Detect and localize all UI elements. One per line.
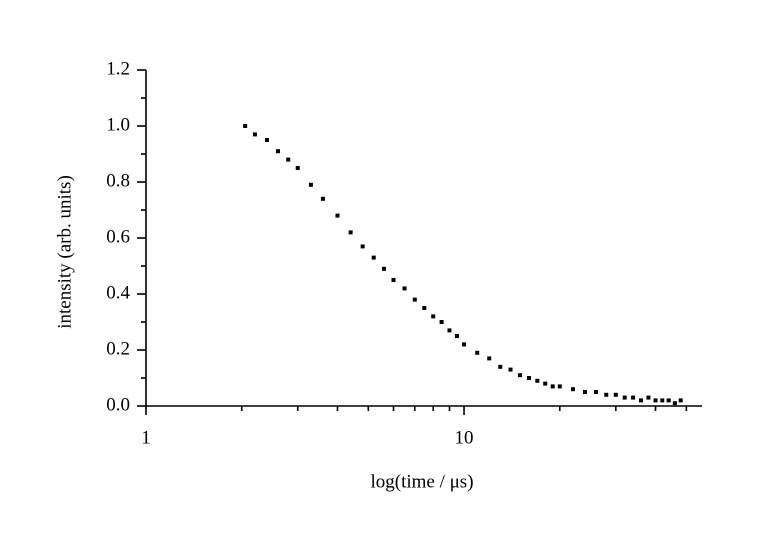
data-point	[646, 395, 651, 400]
y-axis-label: intensity (arb. units)	[54, 175, 75, 329]
data-point	[582, 390, 587, 394]
data-point	[308, 182, 313, 187]
data-point	[604, 392, 609, 397]
data-point	[557, 384, 562, 389]
data-point	[431, 314, 436, 319]
data-point	[252, 132, 257, 137]
data-point	[391, 278, 396, 282]
data-point	[335, 213, 340, 218]
data-point	[475, 350, 480, 355]
data-point	[660, 398, 665, 403]
data-point	[402, 286, 407, 291]
data-point	[498, 364, 503, 369]
data-point	[320, 196, 325, 201]
data-point	[447, 328, 452, 333]
data-point	[454, 334, 459, 338]
x-axis-label: log(time / μs)	[370, 471, 473, 492]
data-point	[672, 401, 677, 406]
data-point	[348, 230, 353, 235]
data-point	[275, 149, 280, 154]
data-point	[462, 342, 467, 347]
data-point	[381, 266, 386, 271]
data-point	[360, 244, 365, 249]
data-point	[594, 390, 599, 394]
x-tick-label: 1	[141, 427, 151, 448]
data-point	[638, 398, 643, 403]
data-point	[295, 166, 300, 170]
data-point	[526, 376, 531, 380]
data-point	[243, 124, 248, 128]
data-point	[550, 384, 555, 389]
x-tick-label: 10	[455, 427, 474, 448]
y-tick-label: 0.2	[106, 338, 130, 359]
data-point	[518, 373, 523, 378]
data-point	[678, 398, 683, 403]
data-point	[543, 381, 548, 386]
data-point	[631, 395, 636, 400]
data-point	[439, 320, 444, 324]
data-point	[666, 398, 671, 403]
data-point	[508, 367, 513, 372]
data-point	[570, 387, 575, 392]
y-tick-label: 0.8	[106, 170, 130, 191]
data-point	[264, 138, 269, 142]
y-tick-label: 0.6	[106, 226, 130, 247]
data-point	[412, 297, 417, 302]
data-point	[622, 395, 627, 400]
y-tick-label: 1.2	[106, 58, 130, 79]
data-point	[422, 306, 427, 310]
y-tick-label: 1.0	[106, 114, 130, 135]
data-point	[286, 157, 291, 162]
data-point	[487, 356, 492, 361]
data-point	[613, 392, 618, 397]
data-point	[535, 378, 540, 383]
y-tick-label: 0.4	[106, 282, 130, 303]
data-point	[653, 398, 658, 403]
data-point	[371, 255, 376, 260]
y-tick-label: 0.0	[106, 394, 130, 415]
